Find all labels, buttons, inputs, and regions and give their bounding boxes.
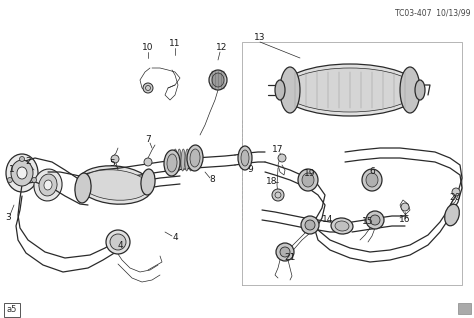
Ellipse shape: [241, 150, 249, 166]
Circle shape: [32, 177, 36, 183]
Text: 13: 13: [254, 33, 266, 43]
Ellipse shape: [212, 73, 224, 87]
Ellipse shape: [11, 160, 33, 186]
Ellipse shape: [190, 149, 200, 167]
Ellipse shape: [141, 169, 155, 195]
Circle shape: [8, 177, 12, 183]
Ellipse shape: [6, 154, 38, 192]
Ellipse shape: [280, 67, 300, 113]
Ellipse shape: [177, 149, 181, 171]
Text: 3: 3: [5, 213, 11, 223]
Ellipse shape: [209, 70, 227, 90]
Ellipse shape: [305, 220, 315, 230]
Text: 20: 20: [449, 193, 461, 203]
Ellipse shape: [366, 211, 384, 229]
Text: 6: 6: [369, 168, 375, 176]
Circle shape: [143, 83, 153, 93]
Bar: [458, 303, 471, 314]
Ellipse shape: [370, 215, 380, 225]
Ellipse shape: [78, 166, 153, 204]
Text: 4: 4: [172, 233, 178, 243]
Ellipse shape: [181, 149, 185, 171]
Ellipse shape: [164, 150, 180, 176]
Ellipse shape: [445, 204, 459, 226]
Ellipse shape: [106, 230, 130, 254]
Text: 8: 8: [209, 176, 215, 184]
Ellipse shape: [189, 149, 193, 171]
Text: 4: 4: [117, 240, 123, 250]
Ellipse shape: [34, 169, 62, 201]
Text: 1: 1: [9, 165, 15, 175]
Ellipse shape: [39, 174, 57, 196]
Circle shape: [19, 156, 25, 162]
Circle shape: [272, 189, 284, 201]
Ellipse shape: [187, 145, 203, 171]
Ellipse shape: [110, 234, 126, 250]
Ellipse shape: [366, 173, 378, 187]
Ellipse shape: [331, 218, 353, 234]
Text: TC03-407  10/13/99: TC03-407 10/13/99: [395, 8, 471, 17]
Circle shape: [452, 188, 460, 196]
Ellipse shape: [167, 154, 177, 172]
Ellipse shape: [276, 243, 294, 261]
Text: 9: 9: [247, 165, 253, 175]
Text: 12: 12: [216, 44, 228, 52]
Ellipse shape: [81, 170, 149, 200]
Ellipse shape: [75, 173, 91, 203]
Text: 11: 11: [169, 39, 181, 49]
Text: 16: 16: [399, 216, 411, 225]
Text: 15: 15: [362, 218, 374, 226]
Ellipse shape: [362, 169, 382, 191]
Circle shape: [144, 158, 152, 166]
Ellipse shape: [280, 64, 420, 116]
Ellipse shape: [275, 80, 285, 100]
Circle shape: [278, 154, 286, 162]
Ellipse shape: [400, 67, 420, 113]
Text: 19: 19: [304, 169, 316, 178]
Ellipse shape: [280, 247, 290, 257]
Ellipse shape: [301, 216, 319, 234]
Ellipse shape: [185, 149, 189, 171]
Ellipse shape: [415, 80, 425, 100]
Text: 17: 17: [272, 146, 284, 155]
Text: 7: 7: [145, 135, 151, 144]
Ellipse shape: [44, 180, 52, 190]
Ellipse shape: [302, 173, 314, 187]
Ellipse shape: [17, 167, 27, 179]
Ellipse shape: [284, 68, 416, 112]
Text: 10: 10: [142, 44, 154, 52]
Ellipse shape: [298, 169, 318, 191]
Circle shape: [111, 155, 119, 163]
Text: 2: 2: [25, 157, 31, 167]
Text: 14: 14: [322, 216, 334, 225]
Text: a5: a5: [7, 306, 17, 315]
Text: 5: 5: [109, 158, 115, 168]
Ellipse shape: [335, 221, 349, 231]
Ellipse shape: [238, 146, 252, 170]
Circle shape: [401, 203, 409, 211]
Text: 18: 18: [266, 177, 278, 186]
Ellipse shape: [173, 149, 177, 171]
Text: 21: 21: [284, 253, 296, 262]
